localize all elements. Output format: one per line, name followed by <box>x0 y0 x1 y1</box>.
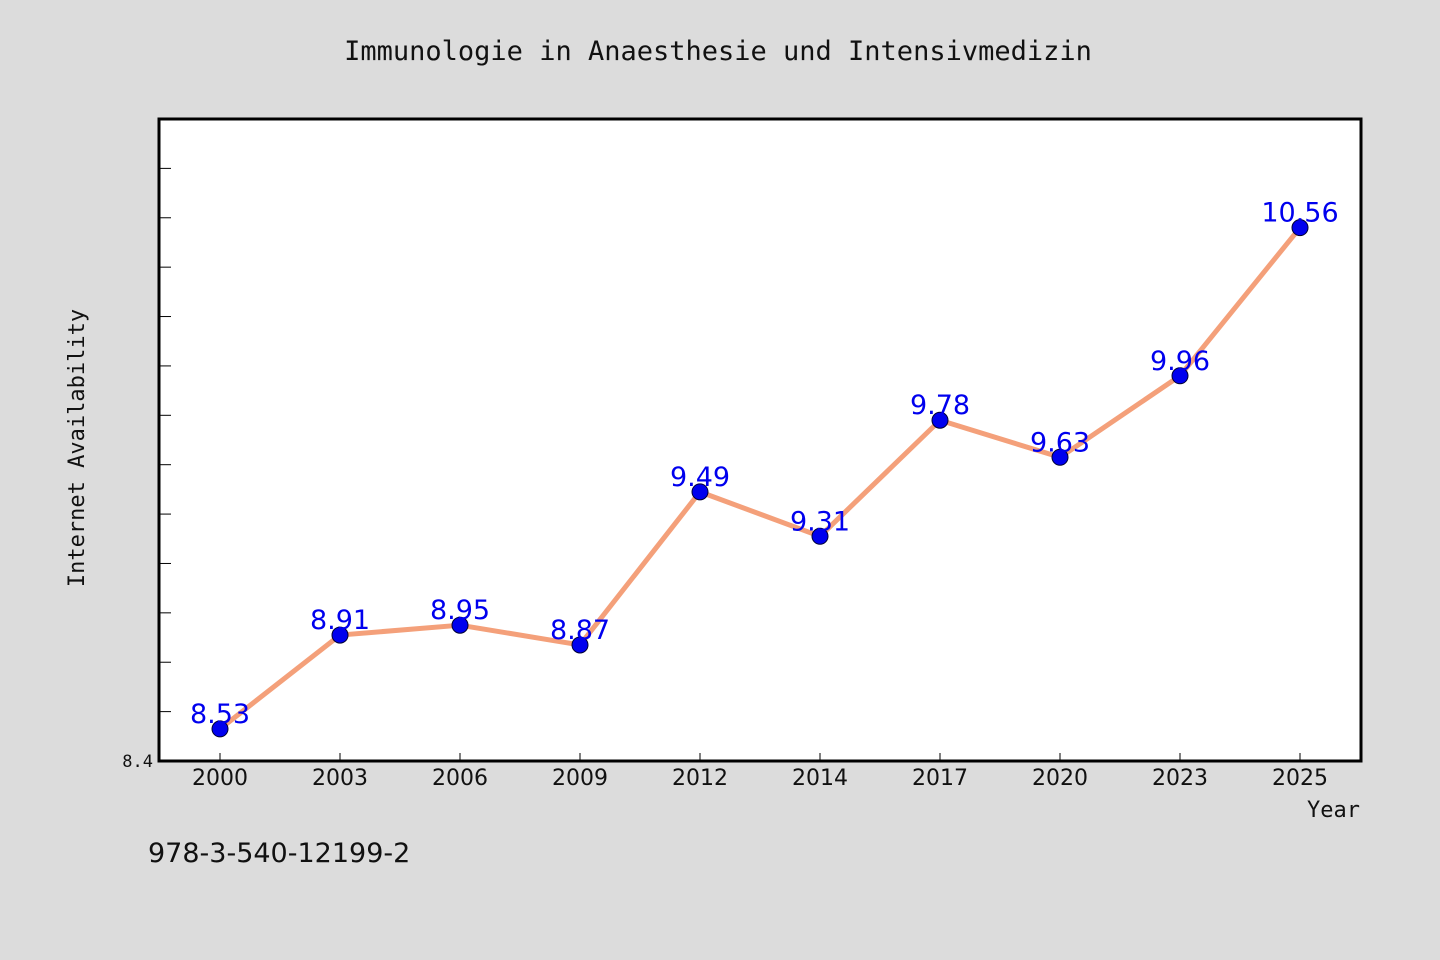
data-point <box>571 636 589 654</box>
x-tick-label: 2020 <box>1032 766 1088 791</box>
data-label: 9.78 <box>910 390 970 421</box>
data-point <box>1051 448 1069 466</box>
x-tick-label: 2012 <box>672 766 728 791</box>
data-label: 9.63 <box>1030 427 1090 458</box>
data-label: 8.95 <box>430 595 490 626</box>
data-point <box>811 527 829 545</box>
data-point <box>451 616 469 634</box>
data-label: 9.31 <box>790 506 850 537</box>
x-tick-label: 2000 <box>192 766 248 791</box>
data-label: 8.91 <box>310 605 370 636</box>
data-point <box>211 720 229 738</box>
data-point <box>1171 367 1189 385</box>
data-label: 9.96 <box>1150 346 1210 377</box>
x-axis: 2000 2003 2006 2009 2012 2014 2017 2020 2023 2025 <box>192 753 1328 791</box>
y-axis-label: Internet Availability <box>65 309 90 587</box>
y-axis: 8.4 <box>122 167 171 772</box>
x-tick-label: 2003 <box>312 766 368 791</box>
data-point <box>931 411 949 429</box>
y-tick-label: 8.4 <box>122 752 153 772</box>
data-label: 8.53 <box>190 699 250 730</box>
data-point <box>331 626 349 644</box>
plot-area <box>157 117 1363 763</box>
x-tick-label: 2025 <box>1272 766 1328 791</box>
x-tick-label: 2006 <box>432 766 488 791</box>
x-tick-label: 2023 <box>1152 766 1208 791</box>
data-point <box>691 483 709 501</box>
series-layer: 8.53 8.91 8.95 8.87 9.49 9.31 9.78 9.63 9.96 10.5… <box>190 198 1339 738</box>
chart-title: Immunologie in Anaesthesie und Intensivm… <box>344 36 1092 67</box>
x-tick-label: 2017 <box>912 766 968 791</box>
data-label: 9.49 <box>670 462 730 493</box>
data-label: 8.87 <box>550 615 610 646</box>
series-line <box>217 225 1303 732</box>
x-axis-label: Year <box>1307 798 1360 823</box>
isbn-label: 978-3-540-12199-2 <box>148 838 410 869</box>
x-tick-label: 2014 <box>792 766 848 791</box>
data-point <box>1291 219 1309 237</box>
data-label: 10.56 <box>1261 198 1338 229</box>
x-tick-label: 2009 <box>552 766 608 791</box>
